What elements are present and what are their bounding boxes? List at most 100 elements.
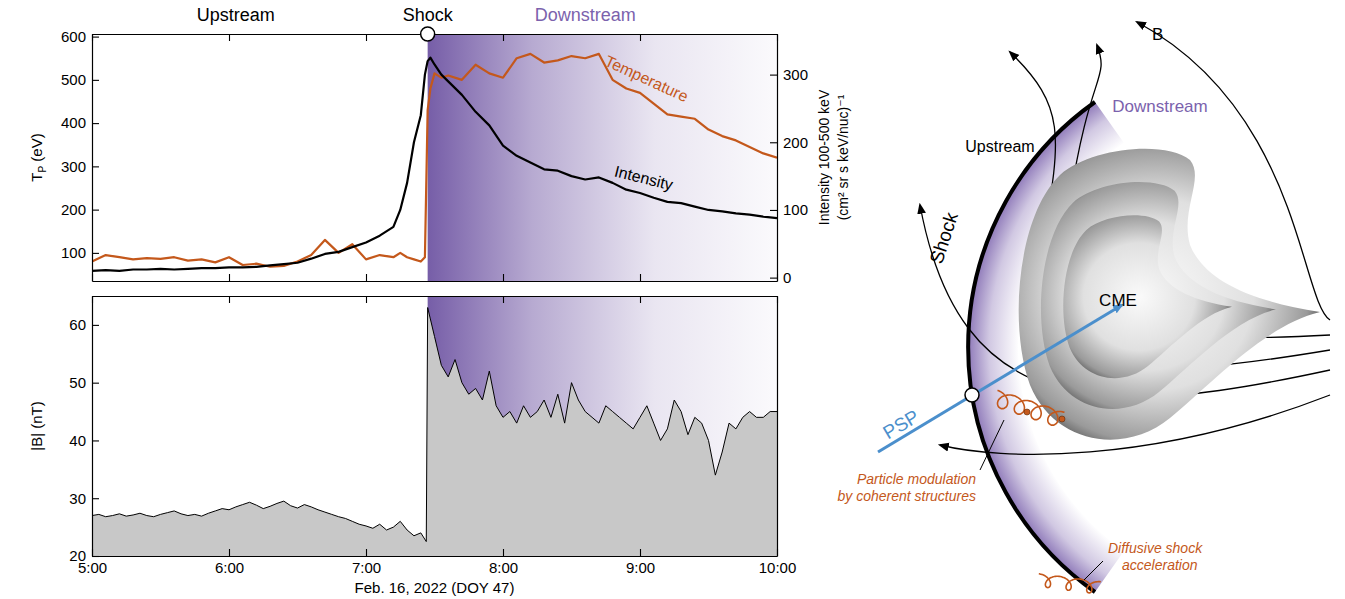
tick-mark (503, 274, 504, 281)
axis-line (93, 281, 778, 282)
plot-area (92, 296, 777, 556)
tick-label: 60 (69, 316, 86, 333)
tick-label: 50 (69, 374, 86, 391)
figure: TemperatureIntensity10020030040050060001… (0, 0, 1345, 599)
panel: 5:006:007:008:009:0010:002030405060|B| (… (28, 296, 796, 596)
tick-mark (366, 549, 367, 556)
tick-mark (92, 253, 99, 254)
tick-mark (229, 34, 230, 41)
upstream-label: Upstream (965, 138, 1034, 155)
annotation: by coherent structures (837, 488, 976, 504)
gyration-coil (1039, 574, 1101, 593)
tick: 60 (69, 316, 99, 333)
series-label: Intensity (613, 163, 675, 194)
annotation: Diffusive shock (1108, 540, 1203, 556)
tick: 100 (61, 244, 99, 261)
tick (366, 296, 367, 303)
tick-mark (640, 34, 641, 41)
header-label: Shock (403, 5, 454, 25)
y2-axis-title: Intensity 100-500 keV (816, 89, 832, 225)
downstream-shading (428, 34, 777, 281)
annotation: Particle modulation (857, 471, 976, 487)
tick-mark (92, 166, 99, 167)
axis-line (93, 296, 778, 297)
tick (640, 296, 641, 303)
tick-mark (366, 296, 367, 303)
tick-mark (229, 274, 230, 281)
psp-crossing (965, 388, 979, 402)
tick (366, 34, 367, 41)
tick (229, 296, 230, 303)
tick-label: 300 (783, 66, 808, 83)
axis-line (93, 556, 778, 557)
tick: 300 (770, 66, 808, 83)
tick-mark (92, 37, 99, 38)
leader-line (1084, 561, 1103, 580)
gyration-coil (998, 390, 1065, 425)
header-label: Upstream (197, 5, 275, 25)
cme-layer (1063, 215, 1232, 378)
tick: 9:00 (626, 549, 655, 576)
panel: TemperatureIntensity10020030040050060001… (28, 5, 851, 286)
tick-mark (366, 34, 367, 41)
tick-mark (503, 34, 504, 41)
tick-label: 200 (783, 134, 808, 151)
tick-mark (92, 210, 99, 211)
tick-mark (640, 296, 641, 303)
psp-label: PSP (879, 406, 922, 444)
axis-line (92, 297, 93, 557)
tick: 500 (61, 71, 99, 88)
tick-mark (92, 440, 99, 441)
field-label: B (1152, 25, 1163, 44)
tick-mark (92, 80, 99, 81)
particle (1024, 409, 1030, 415)
tick: 200 (61, 201, 99, 218)
annotation: acceleration (1122, 557, 1198, 573)
tick-mark (503, 296, 504, 303)
cme-layer (1019, 149, 1320, 440)
tick: 7:00 (352, 549, 381, 576)
downstream-label: Downstream (1112, 97, 1207, 116)
tick-mark (92, 383, 99, 384)
tick-mark (640, 549, 641, 556)
tick-mark (229, 296, 230, 303)
tick-label: 600 (61, 28, 86, 45)
tick-label: 30 (69, 490, 86, 507)
tick: 6:00 (215, 549, 244, 576)
tick: 40 (69, 432, 99, 449)
tick: 600 (61, 28, 99, 45)
y-axis-title: |B| (nT) (28, 401, 45, 450)
series-label: Temperature (602, 52, 691, 105)
tick-mark (770, 210, 777, 211)
x-axis-title: Feb. 16, 2022 (DOY 47) (355, 579, 515, 596)
tick-label: 9:00 (626, 559, 655, 576)
tick (503, 296, 504, 303)
x-axis: 5:006:007:008:009:0010:00 (78, 549, 796, 576)
plot-area (92, 34, 777, 281)
area (92, 308, 777, 556)
tick: 30 (69, 490, 99, 507)
tick-mark (770, 75, 777, 76)
cme-label: CME (1099, 291, 1137, 310)
tick-label: 300 (61, 158, 86, 175)
tick-label: 10:00 (759, 559, 797, 576)
tick (229, 34, 230, 41)
tick-label: 500 (61, 71, 86, 88)
axis-line (92, 35, 93, 282)
x-axis-top (93, 296, 778, 303)
tick-label: 6:00 (215, 559, 244, 576)
axis-line (777, 35, 778, 282)
y2-axis: 0100200300 (770, 35, 808, 286)
right-frame (777, 297, 778, 557)
y-axis: 100200300400500600 (61, 28, 99, 282)
y-axis-title: TP (eV) (28, 133, 48, 181)
shock-front (968, 102, 1095, 592)
tick: 20 (69, 547, 99, 564)
tick: 100 (770, 201, 808, 218)
leader-line (980, 420, 1004, 470)
tick-mark (640, 274, 641, 281)
tick-mark (503, 549, 504, 556)
shock-marker (421, 27, 435, 41)
header-label: Downstream (535, 5, 636, 25)
axis-line (777, 297, 778, 557)
